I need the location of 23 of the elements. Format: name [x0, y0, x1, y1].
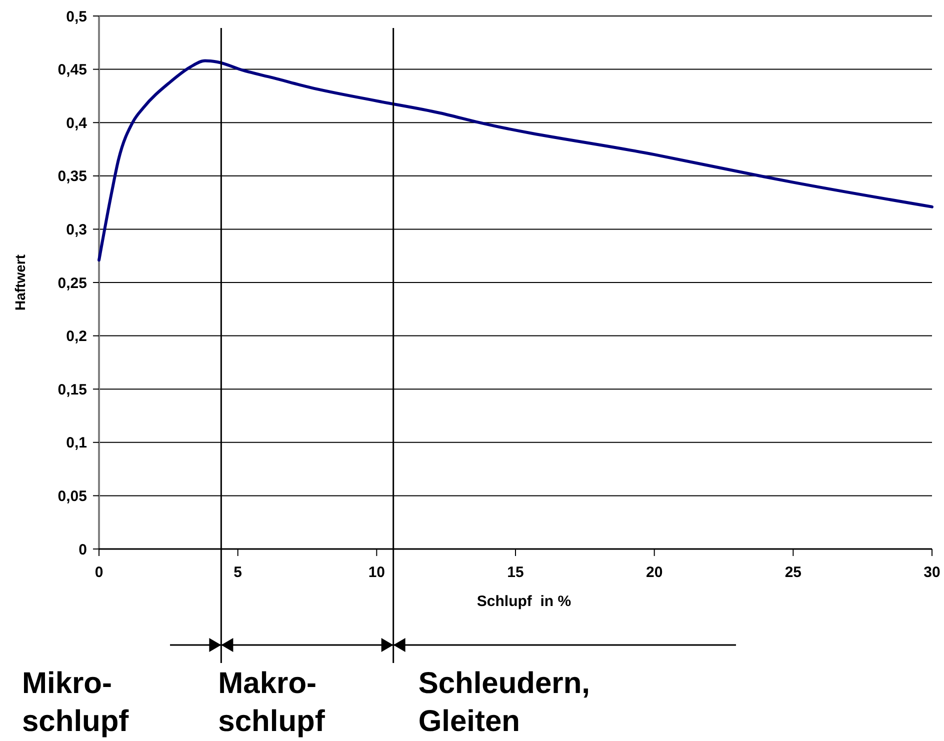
- y-tick-label: 0,1: [66, 434, 87, 452]
- y-tick-label: 0,15: [58, 381, 87, 398]
- y-tick-label: 0,05: [58, 488, 87, 505]
- x-tick-label: 0: [94, 564, 104, 581]
- x-tick-label: 5: [234, 564, 242, 581]
- x-tick-label: 20: [646, 564, 663, 581]
- text: Mikro- schlupf: [22, 667, 130, 738]
- y-tick-label: 0,3: [66, 221, 87, 238]
- y-tick-label: 0,5: [66, 8, 87, 26]
- x-tick-label: 10: [368, 564, 386, 581]
- y-tick-label: 0,4: [66, 114, 88, 132]
- x-tick-label: 15: [507, 564, 524, 581]
- y-tick-label: 0,25: [58, 274, 87, 292]
- y-tick-label: 0,45: [58, 62, 87, 79]
- y-tick-label: 0,2: [66, 328, 87, 346]
- y-tick-label: 0,35: [58, 168, 87, 186]
- text: Makro- schlupf: [218, 667, 326, 738]
- x-axis-title: Schlupf in %: [476, 593, 572, 610]
- x-tick-label: 25: [784, 564, 802, 581]
- text: Schleudern, Gleiten: [418, 667, 590, 738]
- y-axis-title: Haftwert: [12, 254, 28, 311]
- x-tick-label: 30: [924, 564, 940, 581]
- y-tick-label: 0: [78, 541, 87, 558]
